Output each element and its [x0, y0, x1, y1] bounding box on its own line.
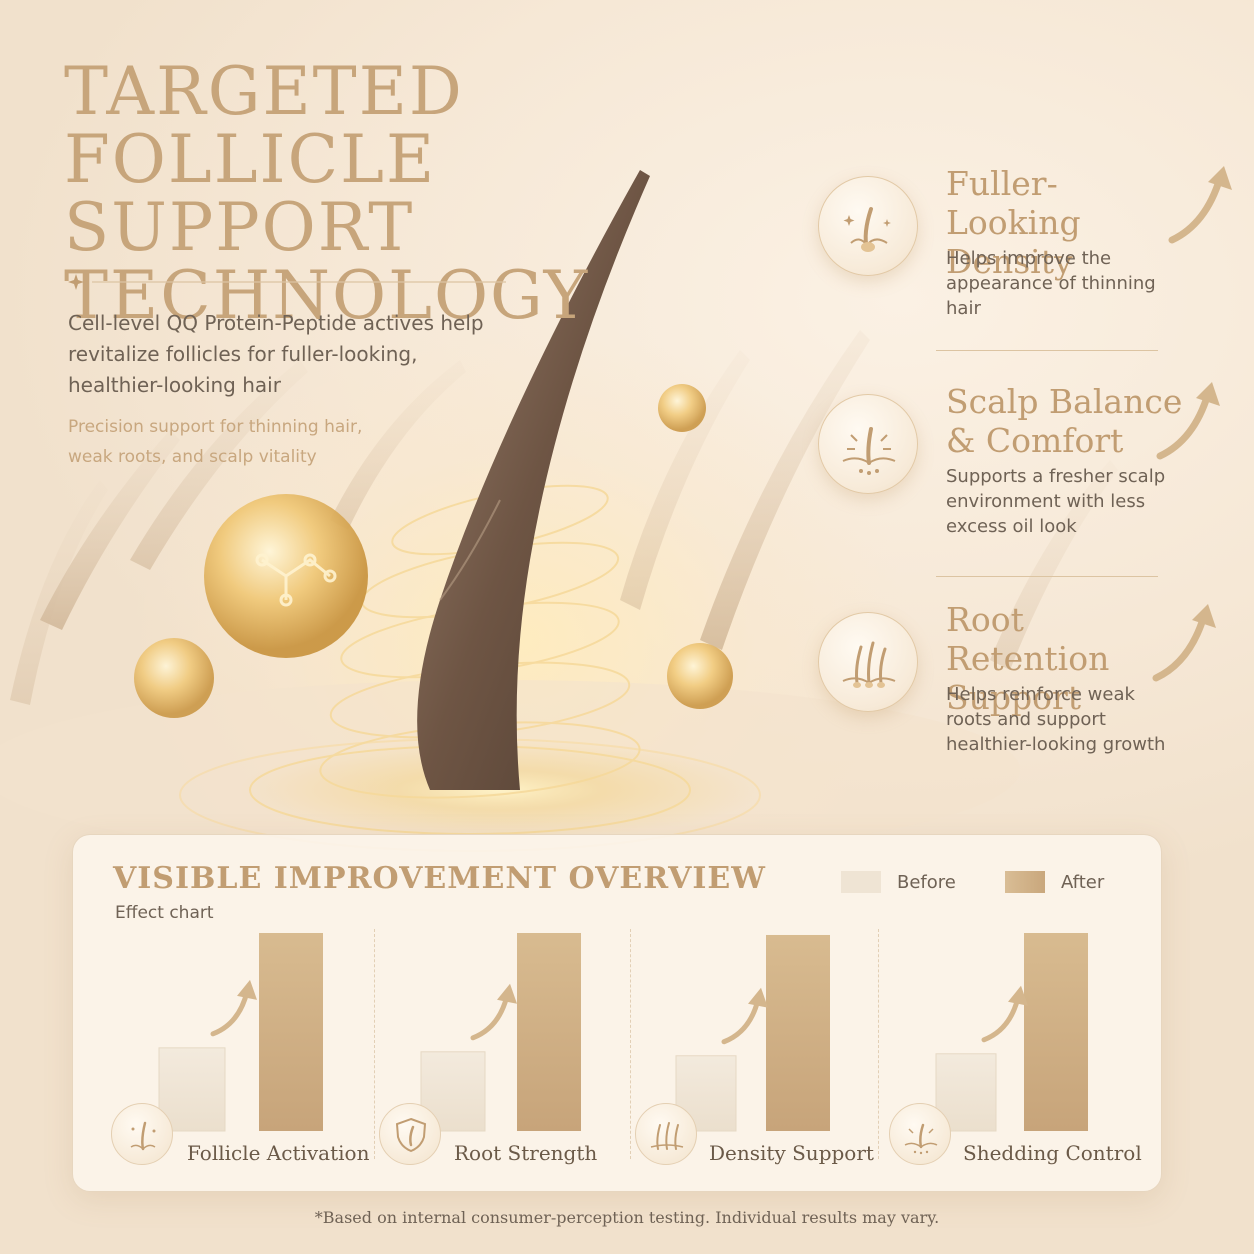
- root-strands-icon: [818, 612, 918, 712]
- footnote: *Based on internal consumer-perception t…: [314, 1208, 940, 1227]
- trend-arrow-icon: [210, 979, 257, 1037]
- bar-before-0: [158, 1047, 226, 1132]
- group-separator: [374, 929, 375, 1159]
- category-label: Follicle Activation: [187, 1141, 370, 1165]
- benefit-scalp-balance: Scalp Balance & Comfort Supports a fresh…: [818, 382, 1220, 594]
- follicle-sparkle-icon: [111, 1103, 173, 1165]
- category-label: Root Strength: [454, 1141, 598, 1165]
- category-label: Density Support: [709, 1141, 874, 1165]
- group-separator: [630, 929, 631, 1159]
- improvement-chart-card: VISIBLE IMPROVEMENT OVERVIEW Effect char…: [72, 834, 1162, 1192]
- benefit-title: Fuller-Looking Density: [946, 164, 1081, 281]
- benefit-root-retention: Root Retention Support Helps reinforce w…: [818, 600, 1216, 812]
- benefit-divider: [936, 350, 1158, 351]
- arrow-up-icon: [1156, 382, 1220, 460]
- trend-arrow-icon: [470, 983, 517, 1041]
- trend-arrow-icon: [721, 987, 768, 1045]
- bar-chart: [158, 933, 1088, 1132]
- trend-arrow-icon: [981, 985, 1028, 1043]
- legend-before-swatch: [841, 871, 881, 893]
- sparkle-divider: [68, 274, 506, 290]
- chart-title: VISIBLE IMPROVEMENT OVERVIEW: [113, 861, 766, 896]
- benefit-title: Root Retention Support: [946, 600, 1110, 717]
- bar-after-1: [517, 933, 581, 1131]
- intro-text: Cell-level QQ Protein-Peptide actives he…: [68, 311, 484, 397]
- sub-intro-text: Precision support for thinning hair, wea…: [68, 417, 363, 467]
- category-label: Shedding Control: [963, 1141, 1142, 1165]
- scalp-balance-icon: [818, 394, 918, 494]
- arrow-up-icon: [1168, 166, 1232, 244]
- title-line-1: TARGETED: [64, 53, 464, 130]
- scalp-sparkle-icon: [889, 1103, 951, 1165]
- benefit-title: Scalp Balance & Comfort: [946, 382, 1183, 460]
- follicle-sparkle-icon: [818, 176, 918, 276]
- title-line-2: FOLLICLE SUPPORT: [64, 121, 437, 266]
- group-separator: [878, 929, 879, 1159]
- title-line-3: TECHNOLOGY: [64, 257, 590, 334]
- shield-follicle-icon: [379, 1103, 441, 1165]
- legend-after-swatch: [1005, 871, 1045, 893]
- legend-before-label: Before: [897, 872, 956, 893]
- benefit-description: Helps reinforce weak roots and support h…: [946, 684, 1166, 755]
- bar-after-2: [766, 934, 830, 1131]
- bar-after-0: [259, 933, 323, 1131]
- bar-after-3: [1024, 933, 1088, 1131]
- chart-subtitle: Effect chart: [115, 903, 214, 923]
- page-title: TARGETED FOLLICLE SUPPORT TECHNOLOGY: [64, 58, 784, 330]
- legend-after-label: After: [1061, 872, 1105, 893]
- benefit-density: Fuller-Looking Density Helps improve the…: [818, 164, 1232, 376]
- benefit-description: Supports a fresher scalp environment wit…: [946, 466, 1166, 537]
- benefit-description: Helps improve the appearance of thinning…: [946, 248, 1156, 319]
- hair-follicle-illustration: [10, 170, 1118, 852]
- benefit-divider: [936, 576, 1158, 577]
- bar-before-2: [675, 1055, 737, 1132]
- arrow-up-icon: [1152, 604, 1216, 682]
- density-strands-icon: [635, 1103, 697, 1165]
